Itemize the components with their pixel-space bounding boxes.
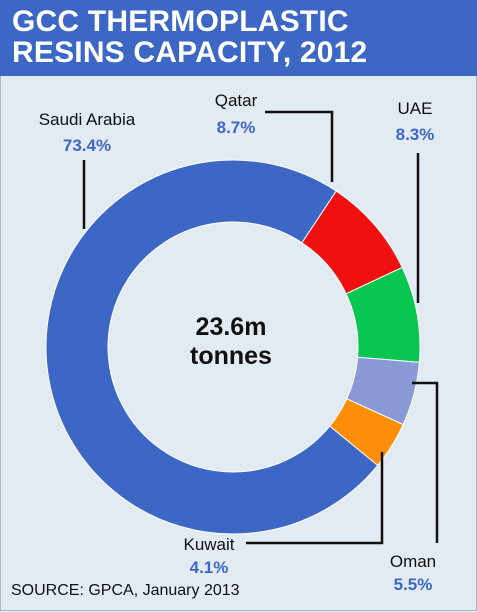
total-value: 23.6m (196, 313, 267, 341)
label-oman: Oman (390, 552, 436, 571)
slice-kuwait (329, 398, 404, 467)
chart-title: GCC THERMOPLASTIC RESINS CAPACITY, 2012 (12, 5, 368, 69)
leader-oman (412, 381, 439, 543)
title-banner (0, 0, 477, 76)
value-oman: 5.5% (394, 575, 433, 594)
value-saudi-arabia: 73.4% (63, 136, 111, 155)
value-uae: 8.3% (396, 125, 435, 144)
label-saudi-arabia: Saudi Arabia (39, 110, 136, 129)
total-unit: tonnes (190, 342, 272, 370)
leader-kuwait (246, 452, 384, 545)
value-qatar: 8.7% (217, 118, 256, 137)
leader-qatar (265, 110, 334, 182)
label-kuwait: Kuwait (183, 535, 234, 554)
source-note: SOURCE: GPCA, January 2013 (11, 582, 240, 599)
label-uae: UAE (398, 99, 433, 118)
value-kuwait: 4.1% (190, 558, 229, 577)
label-qatar: Qatar (215, 91, 258, 110)
slice-saudi-arabia (45, 159, 379, 535)
